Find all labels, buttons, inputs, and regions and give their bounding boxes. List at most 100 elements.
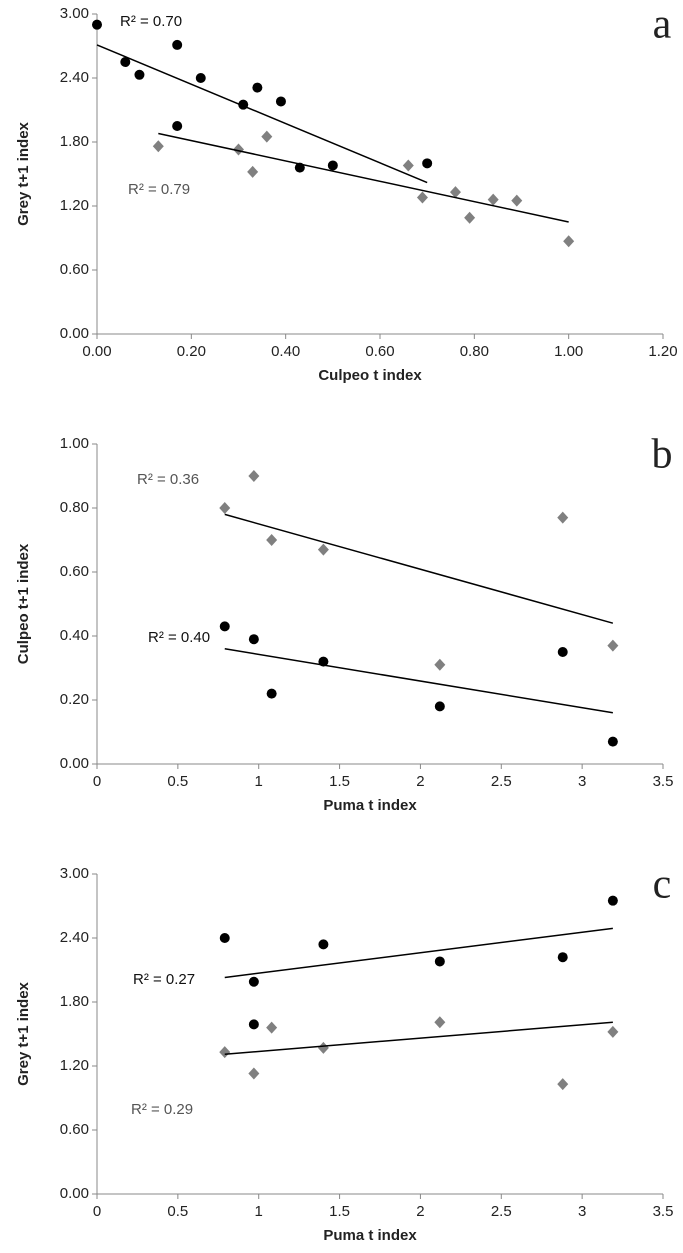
x-tick-label: 3: [578, 773, 586, 790]
point: [172, 39, 183, 50]
panel-label: a: [653, 2, 672, 48]
y-tick-label: 1.20: [60, 1057, 89, 1074]
y-tick-label: 0.60: [60, 1121, 89, 1138]
x-tick-label: 0.80: [460, 343, 489, 360]
point: [434, 956, 445, 967]
point: [247, 165, 259, 178]
y-tick-label: 3.00: [60, 865, 89, 882]
point: [434, 1016, 446, 1029]
point: [248, 470, 260, 482]
x-tick-label: 3: [578, 1203, 586, 1220]
x-tick-label: 1.5: [329, 1203, 350, 1220]
point: [248, 634, 259, 645]
point: [266, 688, 277, 699]
point: [511, 194, 523, 207]
x-tick-label: 0.60: [365, 343, 394, 360]
y-tick-label: 0.80: [60, 499, 89, 516]
trendline: [224, 648, 613, 714]
point: [449, 186, 461, 199]
y-tick-label: 0.00: [60, 1185, 89, 1202]
point: [120, 57, 131, 67]
point: [607, 736, 618, 747]
r2-label: R² = 0.36: [137, 471, 199, 488]
x-tick-label: 1.5: [329, 773, 350, 790]
point: [275, 96, 286, 107]
x-tick-label: 1: [255, 1203, 263, 1220]
trendline: [224, 1021, 613, 1056]
x-tick-label: 0.20: [177, 343, 206, 360]
y-tick-label: 0.00: [60, 325, 89, 342]
point: [607, 639, 619, 652]
trendline: [96, 44, 428, 184]
point: [557, 952, 568, 963]
point: [563, 235, 575, 248]
point: [402, 159, 414, 172]
r2-label: R² = 0.40: [148, 629, 210, 646]
x-tick-label: 0.40: [271, 343, 300, 360]
point: [327, 160, 338, 171]
point: [317, 1041, 329, 1054]
x-tick-label: 2.5: [491, 773, 512, 790]
x-tick-label: 1.00: [554, 343, 583, 360]
point: [172, 121, 183, 131]
y-tick-label: 0.20: [60, 691, 89, 708]
x-tick-label: 3.5: [653, 773, 674, 790]
x-tick-label: 0.5: [167, 1203, 188, 1220]
x-tick-label: 3.5: [653, 1203, 674, 1220]
x-tick-label: 0: [93, 773, 101, 790]
y-tick-label: 2.40: [60, 929, 89, 946]
point: [152, 140, 164, 153]
y-tick-label: 1.00: [60, 435, 89, 452]
point: [92, 19, 102, 30]
y-tick-label: 0.40: [60, 627, 89, 644]
x-tick-label: 0: [93, 1203, 101, 1220]
y-tick-label: 2.40: [60, 69, 89, 86]
point: [219, 1046, 231, 1059]
y-axis-label: Grey t+1 index: [15, 981, 32, 1085]
y-axis-label: Culpeo t+1 index: [15, 543, 32, 664]
trendline: [224, 927, 613, 979]
point: [134, 69, 145, 80]
point: [464, 211, 476, 224]
point: [318, 939, 329, 950]
point: [557, 511, 569, 524]
point: [195, 73, 206, 83]
x-tick-label: 2: [416, 773, 424, 790]
x-tick-label: 1: [255, 773, 263, 790]
trendline: [158, 132, 569, 223]
point: [248, 1019, 259, 1030]
point: [219, 502, 231, 514]
point: [416, 191, 428, 204]
panel-label: b: [652, 432, 673, 478]
y-tick-label: 0.60: [60, 563, 89, 580]
y-tick-label: 0.60: [60, 261, 89, 278]
point: [422, 158, 433, 169]
y-tick-label: 1.80: [60, 993, 89, 1010]
panel-label: c: [653, 862, 672, 908]
point: [557, 647, 568, 657]
point: [248, 1067, 260, 1080]
point: [252, 82, 263, 93]
x-tick-label: 2.5: [491, 1203, 512, 1220]
point: [487, 193, 499, 206]
point: [248, 976, 259, 987]
point: [607, 895, 618, 906]
y-tick-label: 3.00: [60, 5, 89, 22]
point: [434, 701, 445, 712]
y-axis-label: Grey t+1 index: [15, 121, 32, 225]
y-tick-label: 0.00: [60, 755, 89, 772]
x-tick-label: 2: [416, 1203, 424, 1220]
point: [233, 143, 244, 156]
point: [317, 543, 329, 556]
x-axis-label: Puma t index: [323, 1227, 417, 1244]
x-axis-label: Culpeo t index: [318, 367, 422, 384]
x-tick-label: 0.00: [82, 343, 111, 360]
x-tick-label: 0.5: [167, 773, 188, 790]
point: [266, 534, 278, 546]
point: [266, 1021, 278, 1034]
point: [607, 1025, 619, 1038]
point: [261, 130, 273, 143]
y-tick-label: 1.20: [60, 197, 89, 214]
point: [219, 933, 230, 943]
